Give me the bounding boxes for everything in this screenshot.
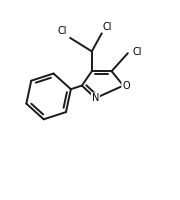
Text: Cl: Cl <box>103 22 112 32</box>
Text: N: N <box>92 93 99 103</box>
Text: Cl: Cl <box>132 47 142 57</box>
Text: O: O <box>122 81 130 91</box>
Text: Cl: Cl <box>57 26 67 36</box>
